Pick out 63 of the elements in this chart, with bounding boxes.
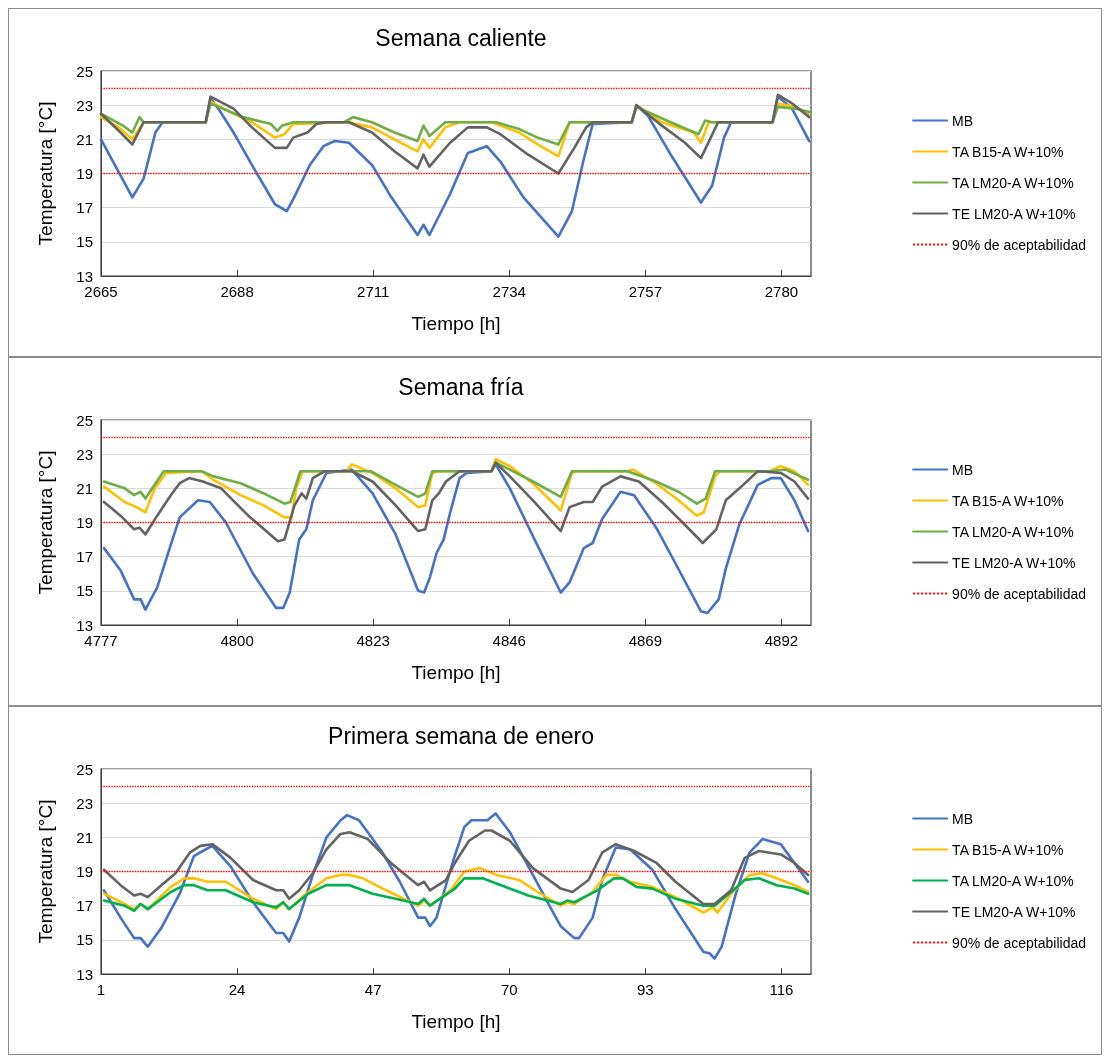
x-tick-label: 2711: [357, 283, 390, 300]
chart-title: Primera semana de enero: [328, 722, 594, 749]
y-tick-label: 13: [76, 616, 93, 634]
y-tick-label: 19: [76, 165, 93, 182]
legend-label: MB: [952, 112, 974, 129]
x-tick-label: 4846: [492, 632, 526, 649]
y-tick-label: 15: [76, 233, 93, 251]
y-tick-label: 25: [76, 62, 93, 80]
y-tick-label: 21: [76, 828, 93, 846]
x-tick-label: 1: [96, 981, 106, 998]
y-tick-label: 17: [76, 897, 93, 915]
y-tick-label: 17: [76, 548, 93, 566]
legend-label: 90% de aceptabilidad: [952, 585, 1087, 602]
y-tick-label: 17: [76, 199, 93, 217]
y-axis-title: Temperatura [°C]: [35, 101, 56, 246]
x-axis-title: Tiempo [h]: [411, 1011, 501, 1032]
x-tick-label: 4869: [628, 632, 663, 649]
x-tick-label: 4800: [220, 632, 254, 649]
x-tick-label: 116: [769, 981, 794, 998]
legend-label: TA LM20-A W+10%: [952, 872, 1074, 889]
x-tick-label: 2757: [628, 283, 663, 300]
y-tick-label: 19: [76, 863, 93, 880]
y-tick-label: 25: [76, 760, 93, 778]
legend-label: 90% de aceptabilidad: [952, 934, 1087, 951]
x-tick-label: 4892: [764, 632, 799, 649]
x-tick-label: 70: [500, 981, 518, 998]
legend-label: 90% de aceptabilidad: [952, 236, 1087, 253]
legend-label: TA LM20-A W+10%: [952, 523, 1074, 540]
y-axis-title: Temperatura [°C]: [35, 450, 56, 595]
x-tick-label: 4777: [84, 632, 118, 649]
legend-label: TA B15-A W+10%: [952, 841, 1064, 858]
x-tick-label: 47: [364, 981, 382, 998]
y-axis-title: Temperatura [°C]: [35, 799, 56, 944]
legend-label: TE LM20-A W+10%: [952, 903, 1076, 920]
y-tick-label: 13: [76, 965, 93, 983]
x-tick-label: 2734: [492, 283, 526, 300]
x-tick-label: 2688: [220, 283, 254, 300]
y-tick-label: 25: [76, 411, 93, 429]
y-tick-label: 15: [76, 931, 93, 949]
x-tick-label: 2780: [764, 283, 799, 300]
chart-title: Semana caliente: [375, 24, 547, 51]
legend-label: MB: [952, 461, 974, 478]
x-tick-label: 93: [636, 981, 654, 998]
legend-label: TA B15-A W+10%: [952, 492, 1064, 509]
chart-title: Semana fría: [398, 373, 524, 400]
x-tick-label: 4823: [356, 632, 390, 649]
legend-label: TE LM20-A W+10%: [952, 554, 1076, 571]
legend-label: TE LM20-A W+10%: [952, 205, 1076, 222]
legend-label: TA B15-A W+10%: [952, 143, 1064, 160]
x-tick-label: 2665: [84, 283, 118, 300]
x-axis-title: Tiempo [h]: [411, 313, 501, 334]
y-tick-label: 23: [76, 96, 93, 114]
y-tick-label: 15: [76, 582, 93, 600]
x-axis-title: Tiempo [h]: [411, 662, 501, 683]
y-tick-label: 23: [76, 794, 93, 812]
y-tick-label: 13: [76, 267, 93, 285]
legend-label: MB: [952, 810, 974, 827]
y-tick-label: 23: [76, 445, 93, 463]
legend-label: TA LM20-A W+10%: [952, 174, 1074, 191]
y-tick-label: 19: [76, 514, 93, 531]
y-tick-label: 21: [76, 479, 93, 497]
x-tick-label: 24: [228, 981, 246, 998]
y-tick-label: 21: [76, 130, 93, 148]
